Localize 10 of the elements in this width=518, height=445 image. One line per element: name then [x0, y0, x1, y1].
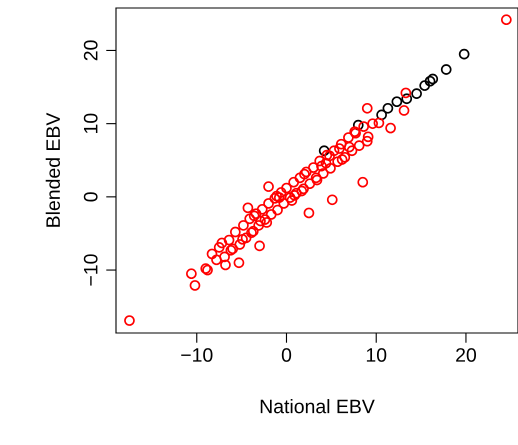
- y-axis-title: Blended EBV: [46, 112, 60, 227]
- y-tick-label: 0: [84, 192, 98, 202]
- x-tick-label: 10: [366, 348, 386, 362]
- x-tick-label: 0: [282, 348, 292, 362]
- y-tick-label: 10: [84, 114, 98, 133]
- y-tick-label: 20: [84, 40, 98, 60]
- y-tick-label: −10: [84, 254, 98, 286]
- x-tick-label: 20: [456, 348, 476, 362]
- x-axis-title: National EBV: [260, 399, 375, 414]
- x-tick-label: −10: [181, 348, 212, 362]
